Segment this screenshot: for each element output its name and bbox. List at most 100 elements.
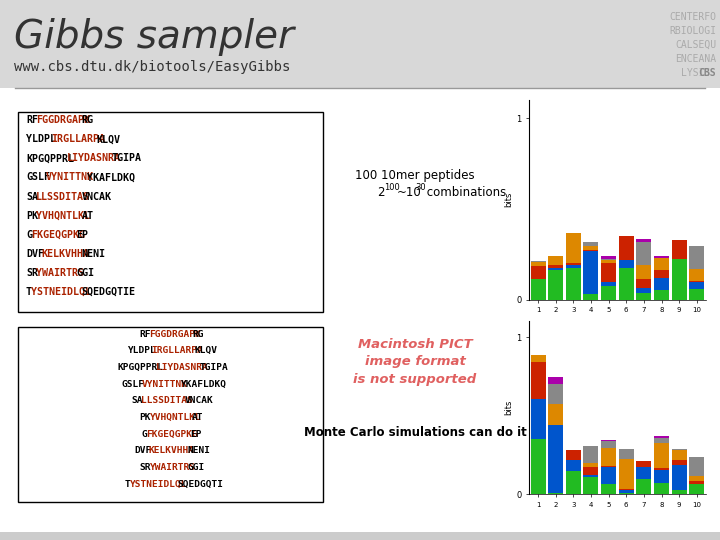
Bar — [636, 239, 652, 242]
Bar — [583, 446, 598, 463]
Text: CBS: CBS — [698, 68, 716, 78]
Text: SQEDGQTIE: SQEDGQTIE — [81, 287, 135, 297]
Bar — [548, 256, 563, 265]
Bar — [618, 460, 634, 489]
Text: LLSSDITAS: LLSSDITAS — [36, 192, 90, 201]
Text: 30: 30 — [415, 183, 426, 192]
Text: IRGLLARPA: IRGLLARPA — [51, 134, 105, 144]
Bar — [654, 443, 669, 468]
Bar — [18, 112, 323, 312]
Text: KELKVHHA: KELKVHHA — [148, 447, 194, 455]
Bar — [601, 263, 616, 282]
Bar — [689, 282, 704, 289]
Text: 2: 2 — [377, 186, 384, 199]
Y-axis label: bits: bits — [505, 192, 513, 207]
Bar — [548, 404, 563, 426]
Text: GGI: GGI — [76, 268, 94, 278]
Bar — [636, 242, 652, 265]
Text: LIYDASNRA: LIYDASNRA — [156, 363, 207, 372]
Bar — [654, 269, 669, 278]
Bar — [654, 483, 669, 494]
Bar — [566, 471, 581, 494]
Bar — [672, 450, 687, 460]
Text: T: T — [26, 287, 32, 297]
Text: G: G — [26, 230, 32, 240]
Bar — [654, 278, 669, 289]
Bar — [583, 251, 598, 294]
Text: YWAIRTRS: YWAIRTRS — [36, 268, 84, 278]
Bar — [636, 468, 652, 479]
Text: is not supported: is not supported — [354, 373, 477, 386]
Text: FKGEQGPKG: FKGEQGPKG — [146, 430, 198, 438]
Text: CALSEQU: CALSEQU — [675, 40, 716, 50]
Text: Monte Carlo simulations can do it: Monte Carlo simulations can do it — [304, 426, 526, 438]
Bar — [583, 463, 598, 467]
Text: GSLF: GSLF — [26, 172, 50, 183]
Text: YSTNEIDLQL: YSTNEIDLQL — [31, 287, 91, 297]
Text: image format: image format — [364, 355, 465, 368]
Bar — [672, 465, 687, 490]
Bar — [601, 282, 616, 286]
Bar — [636, 288, 652, 293]
Bar — [548, 377, 563, 384]
Text: DVF: DVF — [26, 248, 44, 259]
Text: LYSIS: LYSIS — [680, 68, 716, 78]
Bar — [531, 355, 546, 362]
Text: 100: 100 — [384, 183, 400, 192]
Bar — [566, 266, 581, 268]
Text: GSLF: GSLF — [122, 380, 145, 389]
Text: IRGLLARPA: IRGLLARPA — [151, 346, 203, 355]
Text: RG: RG — [81, 116, 94, 125]
Bar — [689, 289, 704, 300]
Bar — [618, 490, 634, 493]
Bar — [531, 262, 546, 266]
Text: SQEDGQTI: SQEDGQTI — [178, 480, 224, 489]
Bar — [601, 440, 616, 441]
Bar — [548, 265, 563, 268]
Bar — [654, 468, 669, 470]
Bar — [654, 438, 669, 443]
Bar — [618, 260, 634, 268]
Text: GGI: GGI — [187, 463, 204, 472]
Text: YLDPL: YLDPL — [26, 134, 56, 144]
Bar — [566, 233, 581, 264]
Text: Macintosh PICT: Macintosh PICT — [358, 339, 472, 352]
Bar — [654, 436, 669, 438]
Bar — [689, 481, 704, 484]
Text: VYNITTNK: VYNITTNK — [141, 380, 187, 389]
Text: ~10: ~10 — [397, 186, 422, 199]
Text: YKAFLDKQ: YKAFLDKQ — [180, 380, 226, 389]
Bar — [583, 475, 598, 477]
Text: FKGEQGPKG: FKGEQGPKG — [31, 230, 85, 240]
Bar — [583, 246, 598, 250]
Bar — [583, 242, 598, 246]
Text: YWAIRTRS: YWAIRTRS — [148, 463, 194, 472]
Bar — [636, 279, 652, 288]
Text: RG: RG — [192, 329, 204, 339]
Bar — [601, 484, 616, 494]
Text: YKAFLDKQ: YKAFLDKQ — [86, 172, 135, 183]
Text: 100 10mer peptides: 100 10mer peptides — [355, 168, 474, 181]
Bar — [531, 362, 546, 399]
Bar — [548, 270, 563, 300]
Bar — [654, 258, 669, 269]
Bar — [654, 289, 669, 300]
Text: KPGQPPRL: KPGQPPRL — [26, 153, 74, 164]
Bar — [654, 470, 669, 483]
Text: LIYDASNRA: LIYDASNRA — [66, 153, 120, 164]
Bar — [566, 450, 581, 460]
Bar — [636, 479, 652, 494]
Bar — [531, 266, 546, 279]
Bar — [0, 88, 720, 540]
Text: YLDPL: YLDPL — [127, 346, 156, 355]
Text: VNCAK: VNCAK — [185, 396, 214, 406]
Bar — [548, 268, 563, 270]
Bar — [601, 259, 616, 260]
Bar — [618, 235, 634, 260]
Bar — [618, 493, 634, 494]
Bar — [583, 477, 598, 494]
Bar — [689, 281, 704, 282]
Bar — [0, 532, 720, 540]
Text: VYNITTNK: VYNITTNK — [46, 172, 94, 183]
Bar — [672, 259, 687, 300]
